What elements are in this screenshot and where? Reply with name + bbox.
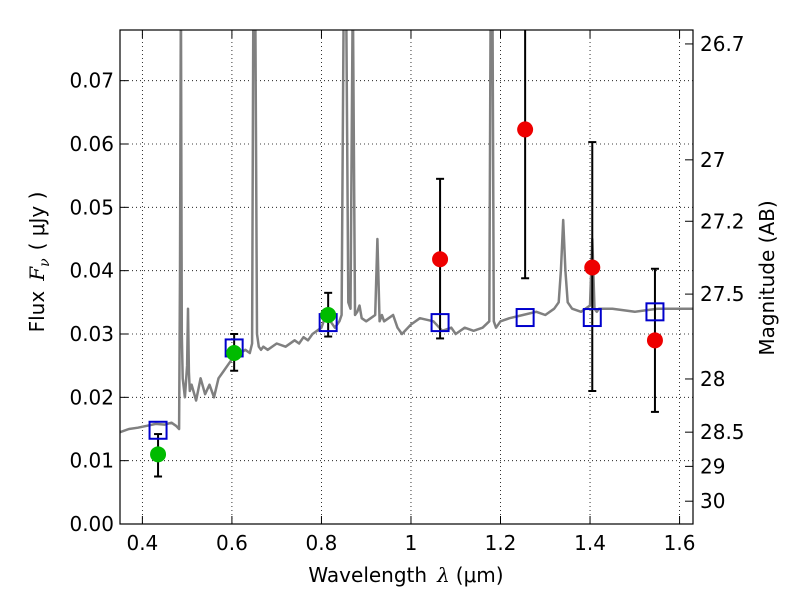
ticks: 0.4 0.6 0.8 1 1.2 1.4 1.6 0.00 0.01 0.02 0.03 0.04 0… [69,30,745,555]
y-axis-title: FluxFν( μJy ) [25,192,53,333]
x-tick-label: 1.2 [485,531,517,555]
model-square-marker [430,313,450,333]
green-data-point [226,345,243,361]
x-tick-label: 1.4 [574,531,606,555]
magnitude-tick-label: 26.7 [700,32,745,56]
model-square-marker [515,308,535,328]
magnitude-tick-label: 28.5 [700,420,745,444]
magnitude-tick-label: 27.5 [700,282,745,306]
model-square-marker [645,302,665,322]
y-tick-label: 0.05 [69,195,114,219]
magnitude-tick-label: 27 [700,148,725,172]
red-data-point [584,259,601,276]
magnitude-tick-label: 29 [700,454,725,478]
y-tick-label: 0.00 [69,512,114,536]
y-tick-label: 0.06 [69,132,114,156]
y-tick-label: 0.01 [69,449,114,473]
spectrum-line [120,30,693,434]
magnitude-tick-label: 28 [700,367,725,391]
x-tick-label: 1.6 [664,531,696,555]
x-tick-label: 0.6 [216,531,248,555]
x-tick-label: 0.8 [306,531,338,555]
green-data-point [320,307,337,323]
y-tick-label: 0.07 [69,69,114,93]
plot-area [120,30,693,478]
red-data-point [646,332,663,349]
magnitude-tick-label: 27.2 [700,209,745,233]
x-tick-label: 1 [405,531,418,555]
y-tick-label: 0.03 [69,322,114,346]
magnitude-axis-title: Magnitude (AB) [755,200,779,355]
model-square-marker [582,308,602,328]
x-tick-label: 0.4 [126,531,158,555]
red-data-point [432,251,449,268]
plot-frame [119,29,694,525]
y-tick-label: 0.02 [69,385,114,409]
x-axis-title: Wavelength λ (μm) [308,563,503,587]
y-tick-label: 0.04 [69,259,114,283]
model-square-marker [148,420,168,440]
red-data-point [517,121,534,138]
green-data-point [150,446,167,463]
magnitude-tick-label: 30 [700,489,725,513]
